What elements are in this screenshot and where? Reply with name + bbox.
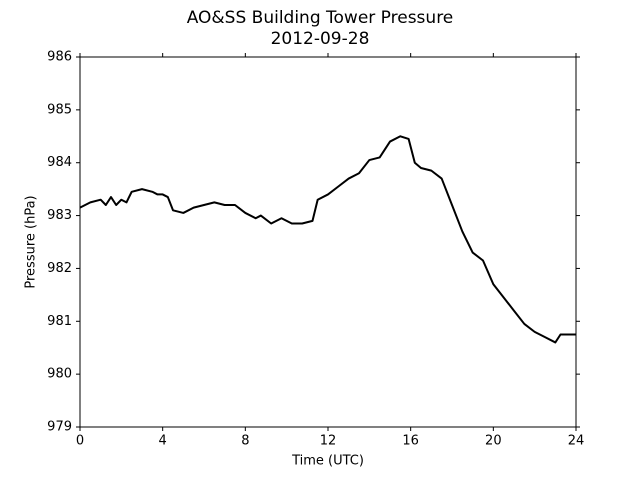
y-tick-label: 985 (47, 102, 72, 117)
x-tick-label: 8 (241, 434, 249, 449)
x-tick-label: 20 (485, 434, 502, 449)
y-tick-label: 986 (47, 50, 72, 65)
x-tick-label: 24 (568, 434, 585, 449)
y-tick-label: 983 (47, 208, 72, 223)
y-tick-label: 982 (47, 261, 72, 276)
data-line (79, 135, 576, 344)
x-tick-label: 16 (402, 434, 419, 449)
y-axis-label: Pressure (hPa) (24, 195, 39, 288)
chart-title: AO&SS Building Tower Pressure (187, 8, 454, 28)
x-tick-label: 0 (76, 434, 84, 449)
y-tick-label: 984 (47, 155, 72, 170)
y-tick-label: 981 (47, 314, 72, 329)
y-tick-label: 979 (47, 420, 72, 435)
x-axis-label: Time (UTC) (291, 454, 364, 469)
chart-subtitle: 2012-09-28 (271, 29, 370, 49)
x-tick-label: 4 (159, 434, 167, 449)
y-tick-label: 980 (47, 367, 72, 382)
x-tick-label: 12 (320, 434, 337, 449)
